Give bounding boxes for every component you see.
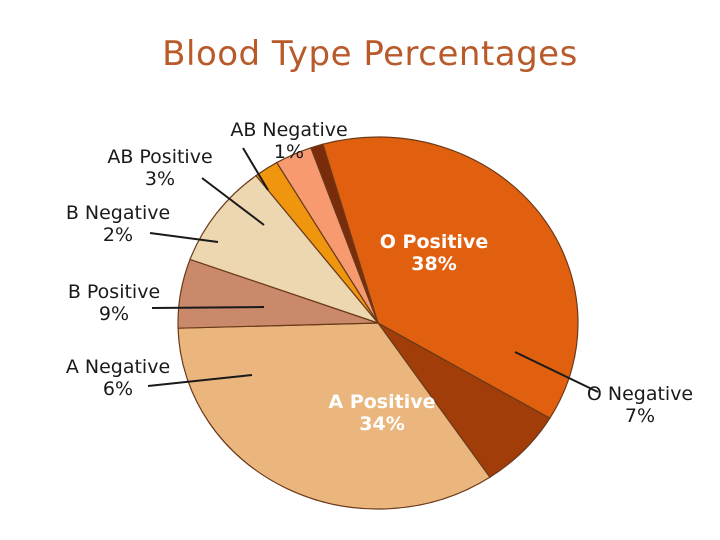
slice-label-ab-negative: AB Negative <box>230 119 347 141</box>
slice-value-b-negative: 2% <box>103 224 133 246</box>
slice-value-a-negative: 6% <box>103 378 133 400</box>
leader-line-o-negative <box>514 351 599 393</box>
slice-label-a-positive: A Positive <box>329 391 436 413</box>
slice-label-o-positive: O Positive <box>380 231 488 253</box>
slice-value-o-positive: 38% <box>411 253 456 275</box>
slice-label-b-negative: B Negative <box>66 202 170 224</box>
slice-label-b-positive: B Positive <box>68 281 160 303</box>
slice-value-ab-negative: 1% <box>274 141 304 163</box>
slice-value-a-positive: 34% <box>359 413 404 435</box>
slice-label-o-negative: O Negative <box>587 383 693 405</box>
slice-o-positive <box>322 136 579 420</box>
slice-value-b-positive: 9% <box>99 303 129 325</box>
slice-a-positive <box>177 322 491 510</box>
slice-label-ab-positive: AB Positive <box>107 146 212 168</box>
leader-line-b-positive <box>151 306 265 309</box>
chart-title: Blood Type Percentages <box>162 34 578 74</box>
slice-label-a-negative: A Negative <box>66 356 170 378</box>
slice-value-o-negative: 7% <box>625 405 655 427</box>
slice-b-positive <box>189 174 380 325</box>
leader-line-ab-negative <box>242 147 269 191</box>
slice-ab-negative <box>310 143 379 324</box>
pie-slices <box>177 136 579 510</box>
leader-lines <box>147 147 599 393</box>
leader-line-a-negative <box>147 374 253 387</box>
leader-line-b-negative <box>149 232 219 243</box>
leader-line-ab-positive <box>201 177 265 226</box>
slice-value-ab-positive: 3% <box>145 168 175 190</box>
